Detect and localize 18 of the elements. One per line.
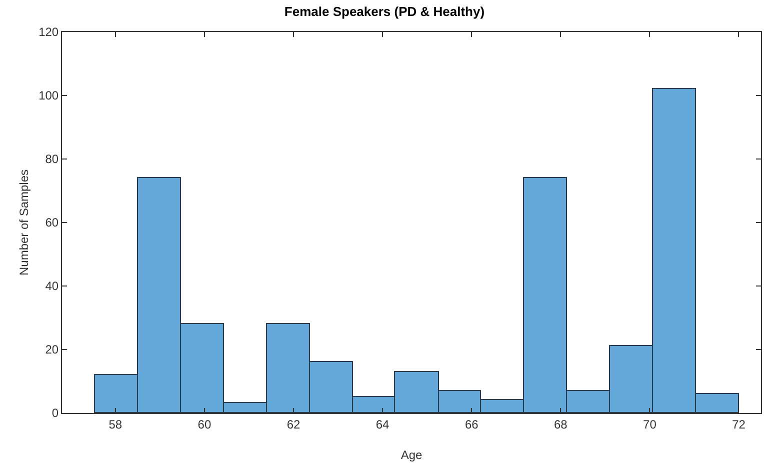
y-tick-label: 80	[45, 152, 59, 166]
x-tick-label: 70	[643, 417, 657, 432]
x-tick-label: 62	[286, 417, 301, 432]
y-tick-label: 0	[52, 406, 59, 420]
x-axis-title: Age	[400, 448, 422, 462]
x-tick-label: 66	[464, 417, 479, 432]
chart-title: Female Speakers (PD & Healthy)	[284, 4, 485, 20]
y-tick-label: 40	[45, 279, 59, 294]
y-tick-label: 100	[38, 88, 59, 103]
y-axis-title: Number of Samples	[17, 169, 31, 276]
x-tick-label: 72	[732, 417, 746, 432]
x-tick-label: 68	[554, 417, 568, 432]
x-tick-label: 58	[108, 417, 122, 432]
x-tick-label: 60	[198, 417, 212, 432]
y-tick-label: 60	[45, 216, 59, 230]
x-tick-label: 64	[376, 417, 390, 432]
y-tick-label: 120	[38, 25, 59, 40]
y-tick-label: 20	[45, 342, 59, 357]
